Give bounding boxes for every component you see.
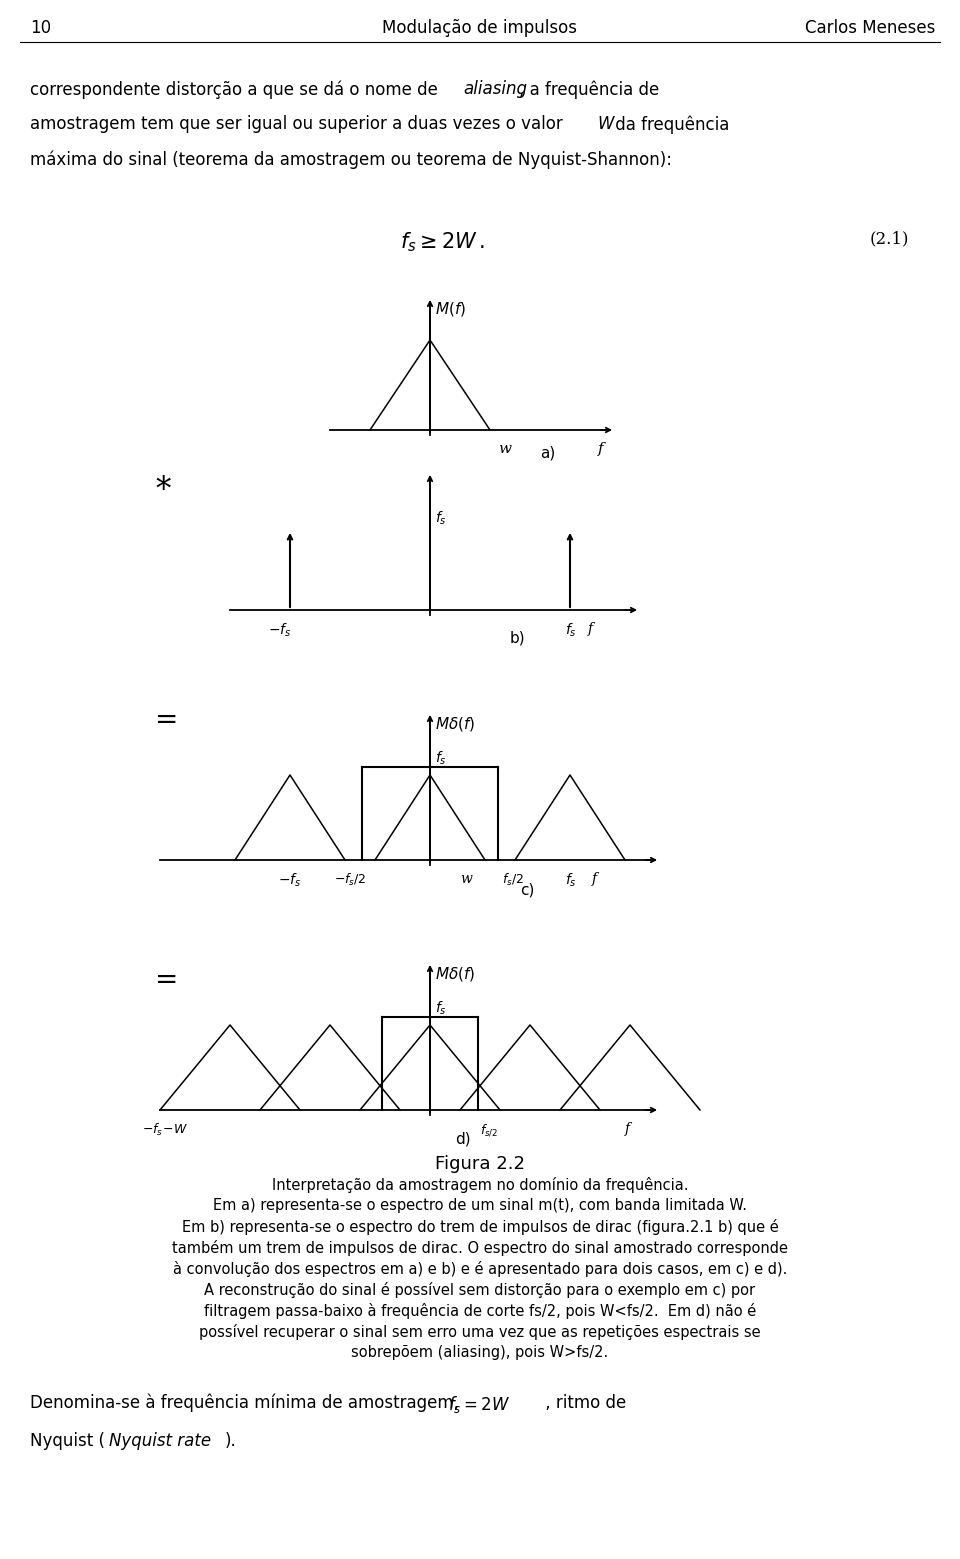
Text: $f_s$: $f_s$ (435, 510, 446, 527)
Text: f: f (625, 1122, 630, 1137)
Text: correspondente distorção a que se dá o nome de: correspondente distorção a que se dá o n… (30, 80, 444, 98)
Text: Carlos Meneses: Carlos Meneses (804, 19, 935, 37)
Text: $M(f)$: $M(f)$ (435, 299, 466, 318)
Text: $f_s \geq 2W\,.$: $f_s \geq 2W\,.$ (400, 231, 485, 254)
Text: =: = (155, 706, 179, 733)
Text: 10: 10 (30, 19, 51, 37)
Text: à convolução dos espectros em a) e b) e é apresentado para dois casos, em c) e d: à convolução dos espectros em a) e b) e … (173, 1261, 787, 1277)
Text: ).: ). (225, 1433, 237, 1450)
Text: d): d) (455, 1132, 470, 1147)
Text: Figura 2.2: Figura 2.2 (435, 1155, 525, 1172)
Text: $f_s$: $f_s$ (565, 871, 577, 889)
Text: a): a) (540, 444, 555, 460)
Text: $M\delta(f)$: $M\delta(f)$ (435, 965, 475, 984)
Text: $-f_s\!-\!W$: $-f_s\!-\!W$ (142, 1122, 188, 1138)
Text: $f_s$: $f_s$ (435, 999, 446, 1018)
Text: , ritmo de: , ritmo de (540, 1394, 626, 1412)
Text: =: = (155, 967, 179, 993)
Text: Denomina-se à frequência mínima de amostragem,: Denomina-se à frequência mínima de amost… (30, 1394, 475, 1412)
Text: W: W (597, 115, 613, 133)
Text: Nyquist (: Nyquist ( (30, 1433, 105, 1450)
Text: Nyquist rate: Nyquist rate (109, 1433, 211, 1450)
Text: máxima do sinal (teorema da amostragem ou teorema de Nyquist-Shannon):: máxima do sinal (teorema da amostragem o… (30, 150, 672, 168)
Text: w: w (460, 871, 472, 886)
Text: w: w (498, 443, 511, 455)
Text: também um trem de impulsos de dirac. O espectro do sinal amostrado corresponde: também um trem de impulsos de dirac. O e… (172, 1239, 788, 1257)
Text: $f_s = 2W$: $f_s = 2W$ (448, 1394, 511, 1416)
Text: $-f_s/2$: $-f_s/2$ (334, 871, 366, 889)
Text: Modulação de impulsos: Modulação de impulsos (382, 19, 578, 37)
Text: sobrepõem (aliasing), pois W>fs/2.: sobrepõem (aliasing), pois W>fs/2. (351, 1345, 609, 1359)
Text: $f_s$: $f_s$ (435, 750, 446, 767)
Text: filtragem passa-baixo à frequência de corte fs/2, pois W<fs/2.  Em d) não é: filtragem passa-baixo à frequência de co… (204, 1303, 756, 1319)
Text: $-f_s$: $-f_s$ (278, 871, 301, 889)
Text: c): c) (520, 882, 535, 896)
Text: A reconstrução do sinal é possível sem distorção para o exemplo em c) por: A reconstrução do sinal é possível sem d… (204, 1281, 756, 1299)
Text: $f_{s/2}$: $f_{s/2}$ (480, 1122, 498, 1138)
Text: , a frequência de: , a frequência de (519, 80, 660, 98)
Text: f: f (592, 871, 597, 886)
Text: *: * (155, 474, 170, 505)
Text: (2.1): (2.1) (870, 231, 909, 246)
Text: f: f (588, 622, 593, 636)
Text: b): b) (510, 630, 526, 645)
Text: possível recuperar o sinal sem erro uma vez que as repetições espectrais se: possível recuperar o sinal sem erro uma … (199, 1324, 761, 1341)
Text: Em a) representa-se o espectro de um sinal m(t), com banda limitada W.: Em a) representa-se o espectro de um sin… (213, 1197, 747, 1213)
Text: da frequência: da frequência (610, 115, 730, 134)
Text: $f_s/2$: $f_s/2$ (502, 871, 523, 889)
Text: $-f_s$: $-f_s$ (268, 622, 292, 639)
Text: $f_s$: $f_s$ (565, 622, 577, 639)
Text: Em b) representa-se o espectro do trem de impulsos de dirac (figura.2.1 b) que é: Em b) representa-se o espectro do trem d… (181, 1219, 779, 1235)
Text: amostragem tem que ser igual ou superior a duas vezes o valor: amostragem tem que ser igual ou superior… (30, 115, 568, 133)
Text: f: f (598, 443, 604, 455)
Text: Interpretação da amostragem no domínio da frequência.: Interpretação da amostragem no domínio d… (272, 1177, 688, 1193)
Text: $M\delta(f)$: $M\delta(f)$ (435, 716, 475, 733)
Text: aliasing: aliasing (463, 80, 527, 98)
